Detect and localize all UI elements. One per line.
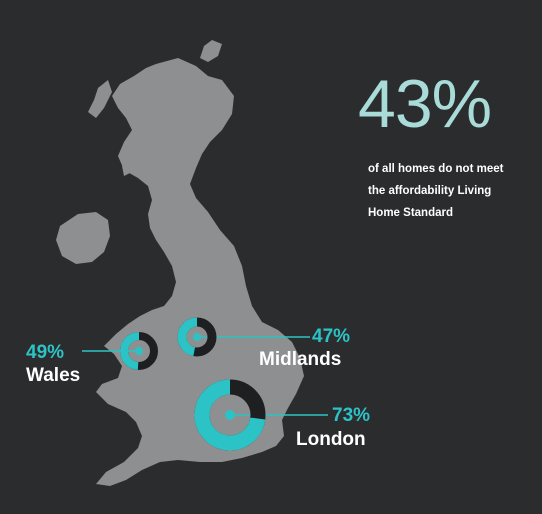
western-isles-shape bbox=[88, 80, 112, 118]
northern-ireland-shape bbox=[56, 212, 110, 264]
midlands-center-dot bbox=[193, 333, 201, 341]
wales-donut-value-arc bbox=[120, 332, 140, 370]
london-center-dot bbox=[225, 410, 235, 420]
midlands-percent: 47% bbox=[312, 326, 351, 347]
wales-center-dot bbox=[135, 347, 143, 355]
london-label: London bbox=[296, 429, 366, 450]
donut-layer bbox=[82, 317, 328, 451]
london-percent: 73% bbox=[332, 405, 371, 426]
great-britain-shape bbox=[96, 40, 304, 486]
headline-percent: 43% bbox=[358, 66, 492, 142]
london-donut-value-arc bbox=[194, 379, 266, 451]
headline-description: of all homes do not meet the affordabili… bbox=[368, 163, 504, 219]
island-shape bbox=[122, 162, 132, 176]
wales-percent: 49% bbox=[26, 342, 65, 363]
midlands-label: Midlands bbox=[259, 349, 342, 370]
wales-label: Wales bbox=[26, 365, 81, 386]
midlands-donut-value-arc bbox=[177, 317, 198, 357]
